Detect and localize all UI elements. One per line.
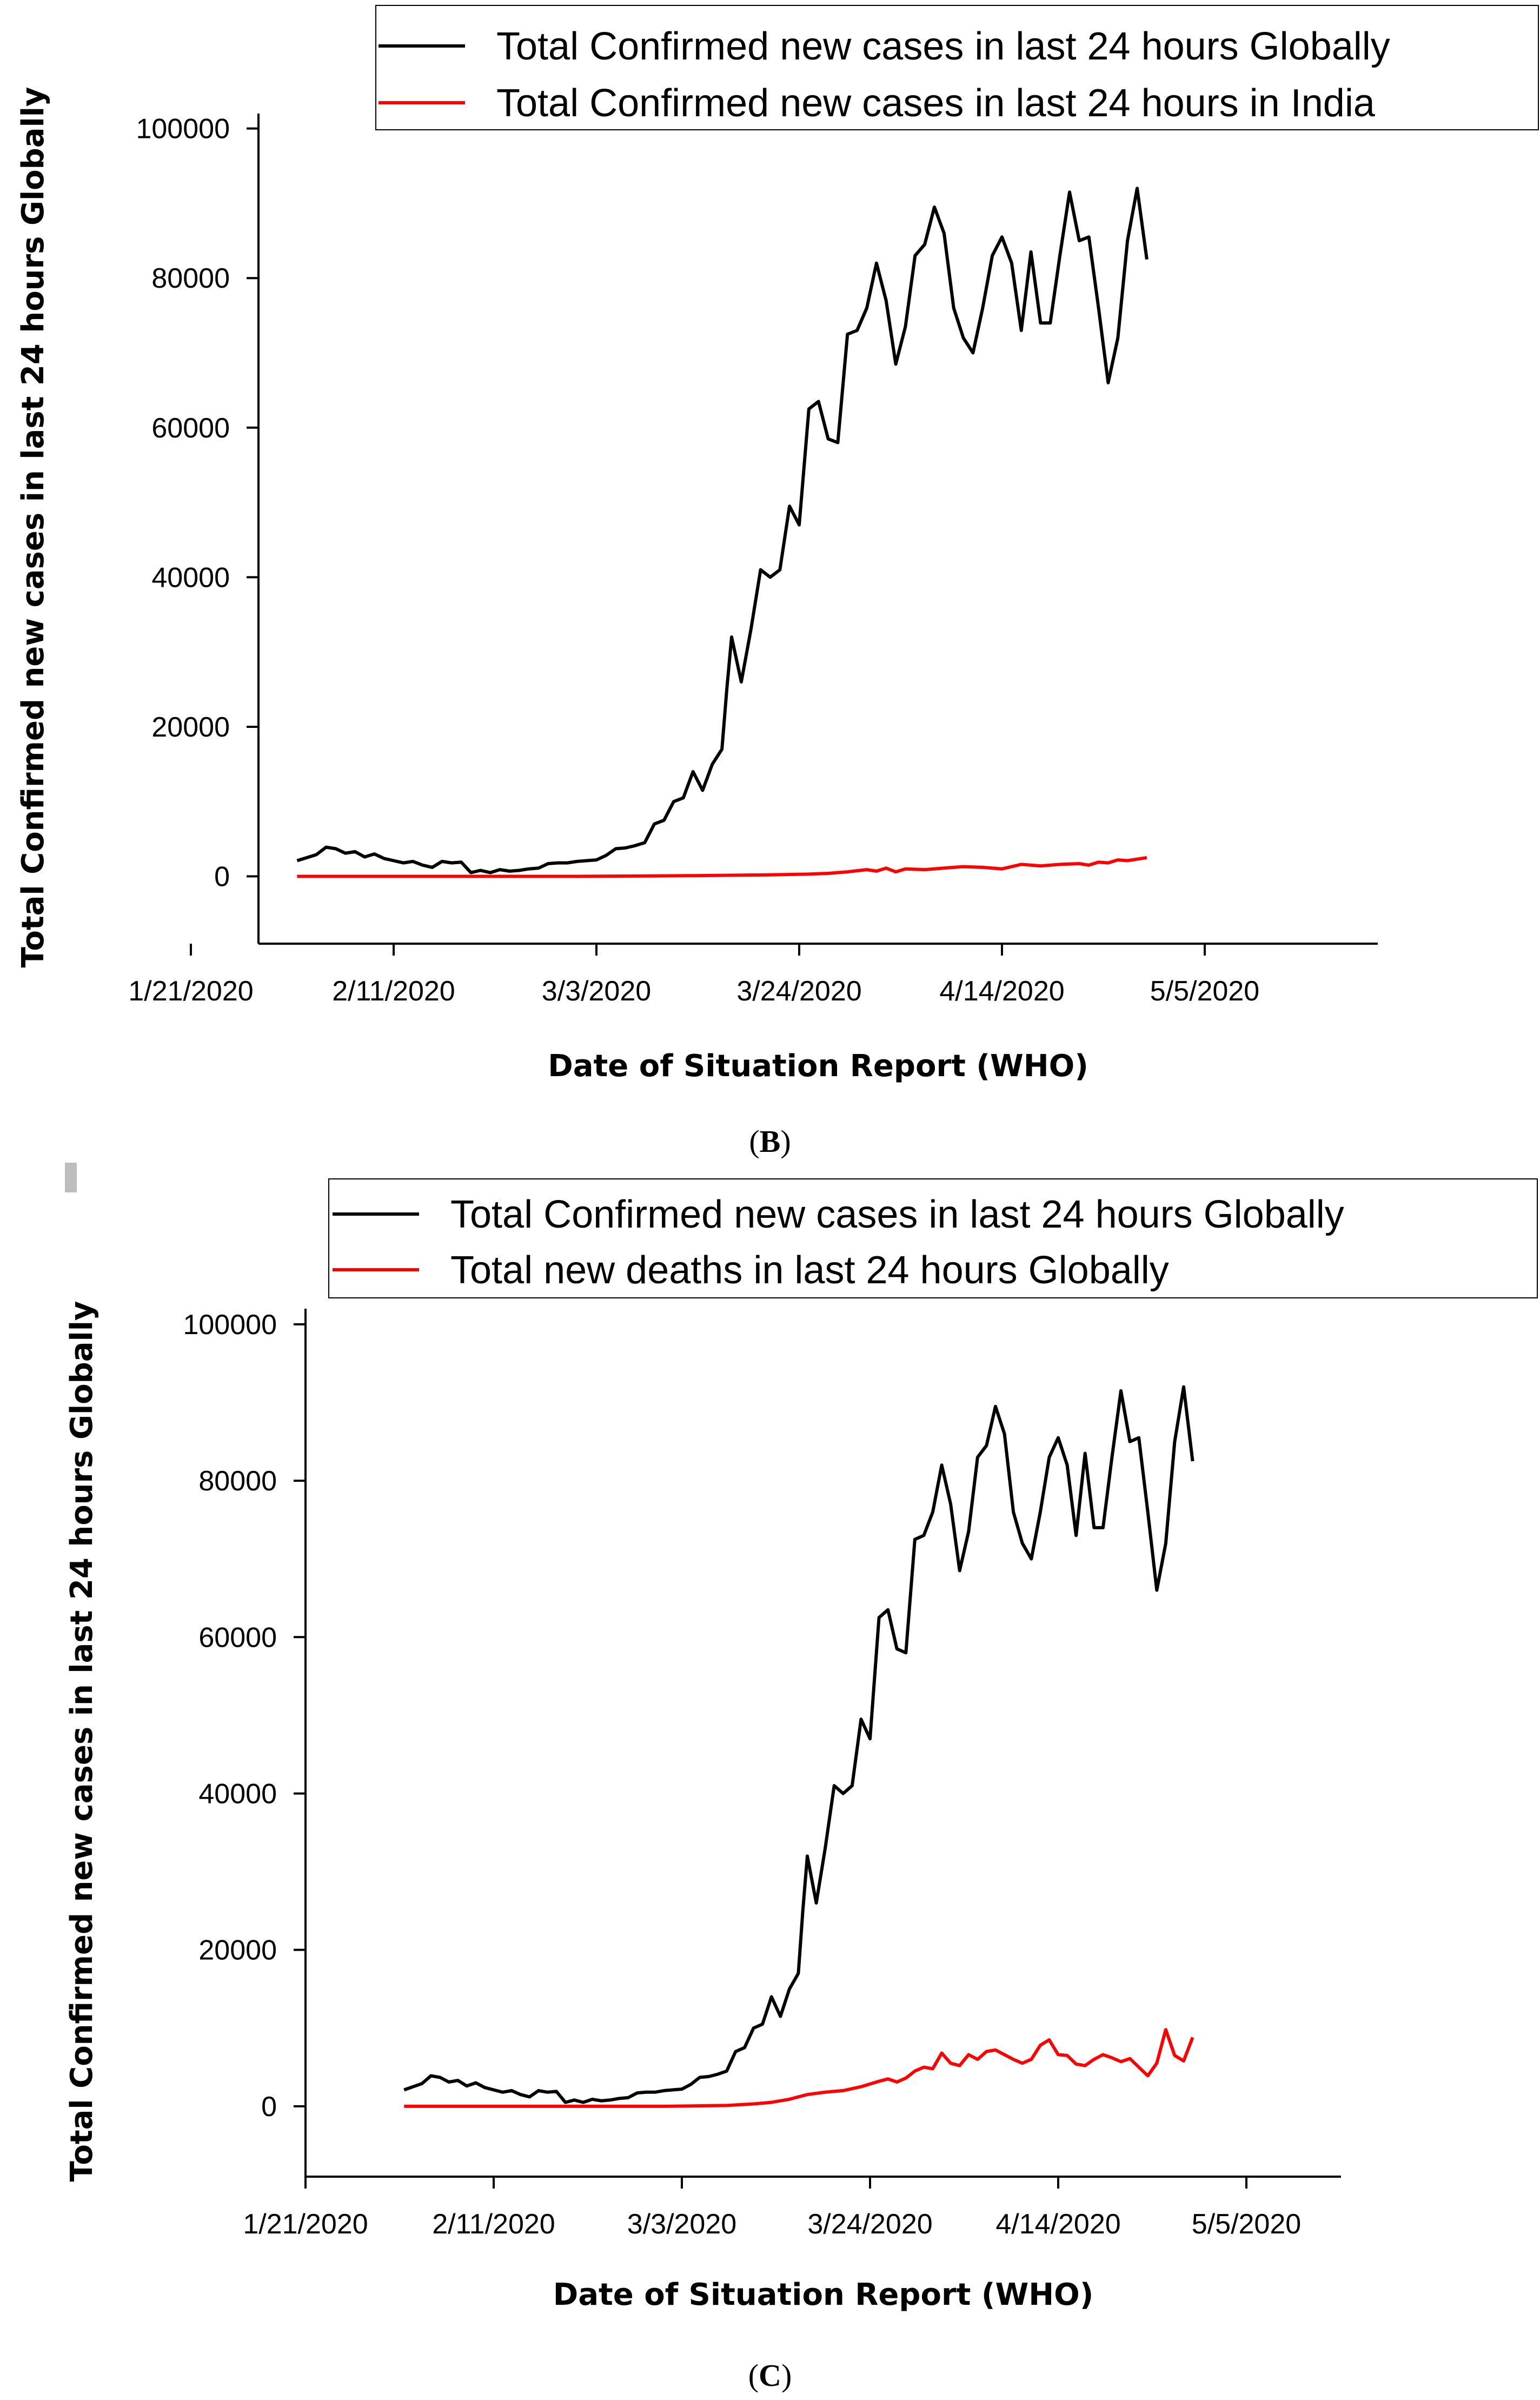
chart-c-panel-label: (C) — [748, 2358, 792, 2393]
chart-c-x-axis-title: Date of Situation Report (WHO) — [553, 2277, 1094, 2312]
chart-c-y-tick-label: 20000 — [198, 1935, 277, 1966]
chart-b-x-tick-label: 4/14/2020 — [939, 976, 1064, 1007]
chart-panel-c: 0 20000 40000 60000 80000 100000 1/21/2020 2/11… — [64, 1178, 1538, 2393]
chart-c-y-tick-label: 40000 — [198, 1778, 277, 1809]
chart-c-y-tick-label: 0 — [261, 2091, 277, 2123]
chart-b-y-tick-label: 20000 — [151, 712, 230, 743]
chart-c-panel-label-close: ) — [781, 2358, 792, 2393]
chart-b-x-tick-label: 1/21/2020 — [128, 976, 253, 1007]
chart-b-panel-label-letter: B — [760, 1124, 781, 1159]
chart-c-y-tick-label: 80000 — [198, 1466, 277, 1497]
chart-c-y-tick-label: 60000 — [198, 1622, 277, 1653]
chart-b-panel-label: (B) — [749, 1124, 791, 1159]
chart-b-y-tick-label: 0 — [214, 861, 230, 893]
chart-b-series-2-line — [297, 856, 1147, 878]
chart-c-x-tick-label: 2/11/2020 — [432, 2209, 555, 2240]
chart-c-x-tick-label: 4/14/2020 — [995, 2209, 1120, 2240]
chart-b-legend-label-1: Total Confirmed new cases in last 24 hou… — [496, 25, 1390, 68]
chart-b-x-tick-label: 3/3/2020 — [542, 976, 651, 1007]
chart-b-x-tick-label: 2/11/2020 — [332, 976, 455, 1007]
chart-b-y-tick-label: 40000 — [151, 562, 230, 593]
chart-b-series-1-line — [296, 187, 1149, 874]
chart-b-y-tick-label: 60000 — [151, 413, 230, 444]
chart-c-y-axis-title: Total Confirmed new cases in last 24 hou… — [64, 1301, 99, 2182]
chart-c-x-tick-label: 1/21/2020 — [243, 2209, 368, 2240]
chart-b-legend-frame — [375, 5, 1539, 130]
chart-c-y-tick-label: 100000 — [183, 1309, 277, 1341]
chart-c-x-tick-label: 5/5/2020 — [1192, 2209, 1301, 2240]
chart-panel-b: 0 20000 40000 60000 80000 100000 1/21/2020 2/11… — [16, 5, 1539, 1159]
chart-b-y-axis-title: Total Confirmed new cases in last 24 hou… — [16, 87, 51, 968]
chart-b-x-axis-title: Date of Situation Report (WHO) — [548, 1049, 1088, 1084]
chart-c-legend-label-2: Total new deaths in last 24 hours Global… — [450, 1249, 1169, 1292]
chart-b-panel-label-open: ( — [749, 1124, 759, 1159]
chart-b-panel-label-close: ) — [780, 1124, 791, 1159]
crop-artifact — [65, 1163, 77, 1192]
chart-c-legend-frame — [328, 1178, 1538, 1298]
chart-c-x-tick-label: 3/24/2020 — [807, 2209, 932, 2240]
chart-b-y-tick-label: 80000 — [151, 263, 230, 294]
chart-c-x-tick-label: 3/3/2020 — [627, 2209, 736, 2240]
chart-b-x-tick-label: 5/5/2020 — [1150, 976, 1259, 1007]
chart-c-panel-label-open: ( — [748, 2358, 759, 2393]
chart-b-y-tick-label: 100000 — [136, 114, 230, 145]
chart-b-legend-label-2: Total Confirmed new cases in last 24 hou… — [496, 82, 1376, 125]
chart-c-series-2-line — [404, 2028, 1194, 2108]
chart-c-legend-label-1: Total Confirmed new cases in last 24 hou… — [450, 1193, 1344, 1236]
chart-b-x-tick-label: 3/24/2020 — [736, 976, 861, 1007]
chart-c-panel-label-letter: C — [759, 2358, 781, 2393]
chart-c-series-1-line — [403, 1385, 1194, 2104]
